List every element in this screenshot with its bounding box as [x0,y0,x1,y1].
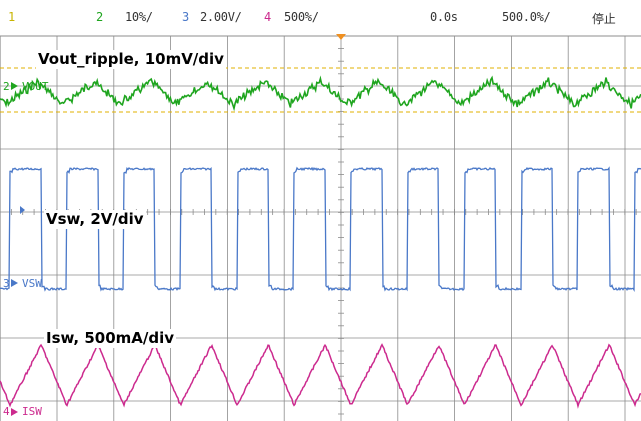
vout-channel-label: VOUT [22,80,49,93]
isw-trace [0,343,641,409]
isw-ground-marker[interactable] [11,408,18,416]
vout-ripple-trace [0,75,641,112]
isw-marker-number: 4 [3,405,10,418]
ch3-scale: 2.00V/ [200,10,242,24]
ch2-scale: 10%/ [125,10,153,24]
trigger-level-marker[interactable] [20,206,25,214]
ch4-number[interactable]: 4 [264,10,271,24]
cursor-lines [0,67,641,113]
scope-status-bar: 1 2 10%/ 3 2.00V/ 4 500%/ 0.0s 500.0%/ 停… [0,0,641,32]
vout-annotation: Vout_ripple, 10mV/div [36,50,226,69]
time-scale: 500.0%/ [502,10,551,24]
vsw-marker-number: 3 [3,277,10,290]
ch3-number[interactable]: 3 [182,10,189,24]
channel-ground-markers [11,82,25,416]
ch2-number[interactable]: 2 [96,10,103,24]
ch1-indicator[interactable]: 1 [8,10,15,24]
ch4-scale: 500%/ [284,10,319,24]
vsw-trace [0,166,641,293]
isw-annotation: Isw, 500mA/div [44,329,177,348]
vsw-annotation: Vsw, 2V/div [44,210,146,229]
vsw-channel-label: VSW [22,277,42,290]
trigger-position-marker[interactable] [336,34,346,40]
run-state[interactable]: 停止 [592,12,616,26]
vout-marker-number: 2 [3,80,10,93]
vout-ground-marker[interactable] [11,82,18,90]
isw-channel-label: ISW [22,405,42,418]
vsw-ground-marker[interactable] [11,279,18,287]
time-offset: 0.0s [430,10,458,24]
